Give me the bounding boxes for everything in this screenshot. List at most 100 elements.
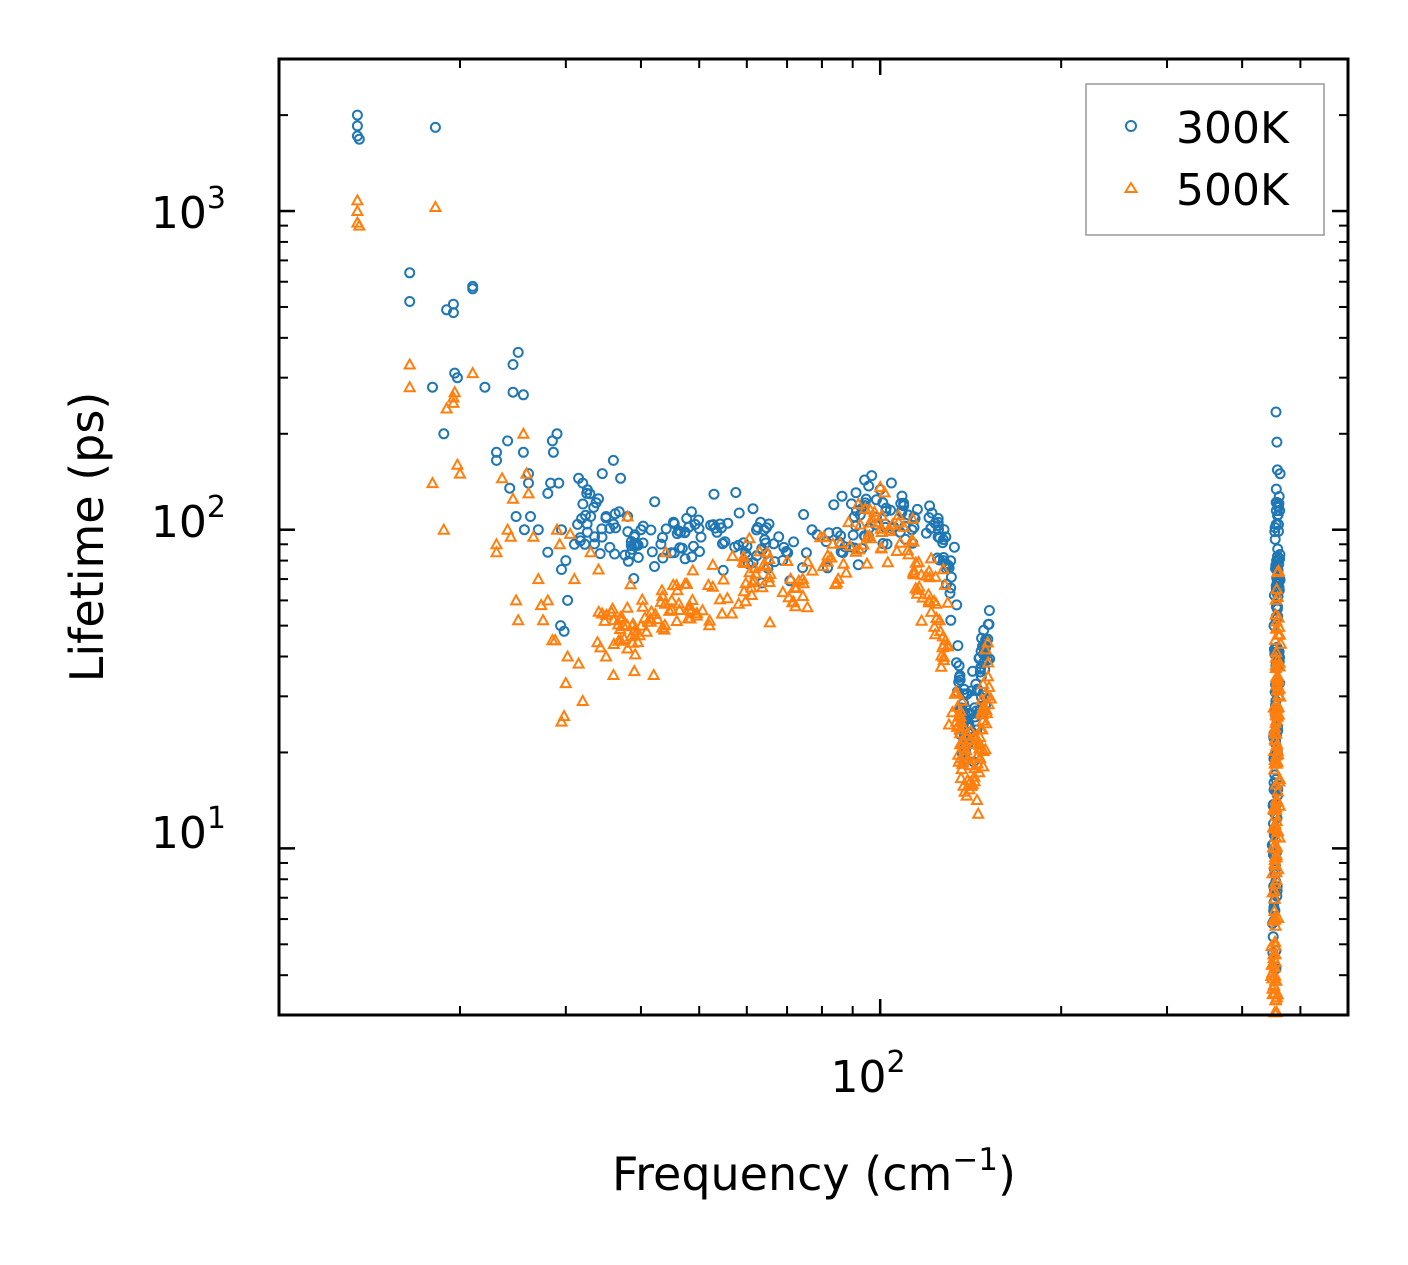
point-300k [353, 133, 365, 145]
data-points [350, 109, 1288, 1018]
point-300k [885, 504, 896, 516]
point-500k [516, 426, 531, 439]
point-300k [717, 538, 728, 550]
point-300k [429, 121, 441, 133]
point-500k [647, 667, 661, 680]
point-500k [932, 613, 947, 626]
point-300k [512, 346, 524, 358]
point-500k [658, 596, 672, 609]
point-300k [967, 665, 979, 677]
point-500k [725, 548, 740, 561]
point-300k [451, 372, 463, 384]
point-500k [780, 553, 794, 566]
point-500k [955, 693, 969, 706]
point-500k [597, 613, 612, 626]
x-axis-label: Frequency (cm−1) [612, 1142, 1016, 1201]
point-500k [973, 729, 987, 742]
point-500k [961, 773, 975, 786]
point-300k [688, 540, 699, 552]
point-300k [908, 521, 920, 533]
point-500k [659, 545, 673, 558]
point-500k [666, 577, 680, 590]
point-300k [562, 594, 574, 606]
point-500k [782, 590, 796, 603]
point-500k [905, 532, 919, 545]
point-500k [979, 702, 993, 715]
point-300k [532, 524, 544, 536]
point-500k [536, 613, 550, 626]
y-axis-label: Lifetime (ps) [60, 392, 114, 683]
point-500k [830, 575, 844, 588]
point-500k [1268, 968, 1282, 981]
point-300k [719, 536, 731, 548]
point-500k [911, 555, 926, 568]
point-500k [1269, 695, 1284, 708]
point-500k [970, 792, 984, 805]
point-500k [593, 640, 608, 653]
point-500k [1273, 689, 1287, 702]
point-300k [707, 519, 719, 531]
point-300k [447, 298, 459, 310]
point-500k [628, 628, 642, 641]
point-300k [940, 531, 952, 543]
point-500k [800, 554, 815, 567]
point-300k [517, 446, 529, 458]
point-300k [657, 532, 668, 543]
point-300k [523, 477, 534, 489]
point-500k [1268, 732, 1282, 745]
point-500k [958, 749, 972, 762]
point-500k [439, 401, 454, 414]
point-500k [1269, 802, 1283, 815]
point-500k [877, 485, 892, 498]
point-300k [951, 599, 963, 611]
point-300k [1272, 543, 1284, 555]
point-300k [836, 490, 848, 502]
point-500k [956, 719, 970, 732]
point-300k [926, 507, 938, 519]
point-500k [916, 590, 930, 603]
point-500k [922, 593, 936, 606]
point-500k [788, 599, 803, 612]
point-500k [762, 551, 776, 564]
point-500k [550, 522, 564, 535]
point-300k [1270, 519, 1282, 530]
point-500k [893, 535, 907, 548]
point-500k [763, 615, 777, 628]
point-500k [732, 596, 746, 609]
point-500k [752, 544, 767, 557]
point-300k [1269, 533, 1281, 545]
point-500k [927, 619, 942, 632]
point-500k [1270, 582, 1284, 595]
point-300k [479, 381, 491, 393]
point-300k [747, 503, 759, 515]
point-500k [881, 555, 895, 568]
point-300k [733, 507, 745, 519]
point-500k [865, 511, 879, 524]
point-500k [951, 709, 966, 722]
point-500k [626, 616, 640, 629]
point-300k [649, 496, 661, 508]
point-300k [681, 512, 693, 524]
point-500k [531, 572, 545, 585]
point-300k [668, 518, 680, 530]
point-500k [1272, 707, 1286, 720]
point-500k [787, 580, 802, 593]
point-300k [768, 538, 780, 550]
point-500k [980, 688, 994, 701]
point-300k [491, 454, 502, 466]
point-300k [594, 548, 606, 560]
point-300k [655, 538, 667, 550]
point-500k [853, 517, 867, 530]
point-500k [702, 618, 716, 631]
point-500k [1268, 973, 1282, 986]
point-500k [1271, 747, 1285, 760]
point-500k [875, 524, 889, 537]
point-500k [959, 743, 973, 756]
point-500k [1273, 771, 1287, 784]
point-300k [517, 389, 529, 401]
point-500k [972, 735, 986, 748]
y-tick-label-100: 102 [151, 490, 226, 548]
point-500k [882, 524, 897, 537]
point-300k [984, 653, 996, 665]
point-500k [557, 709, 571, 722]
